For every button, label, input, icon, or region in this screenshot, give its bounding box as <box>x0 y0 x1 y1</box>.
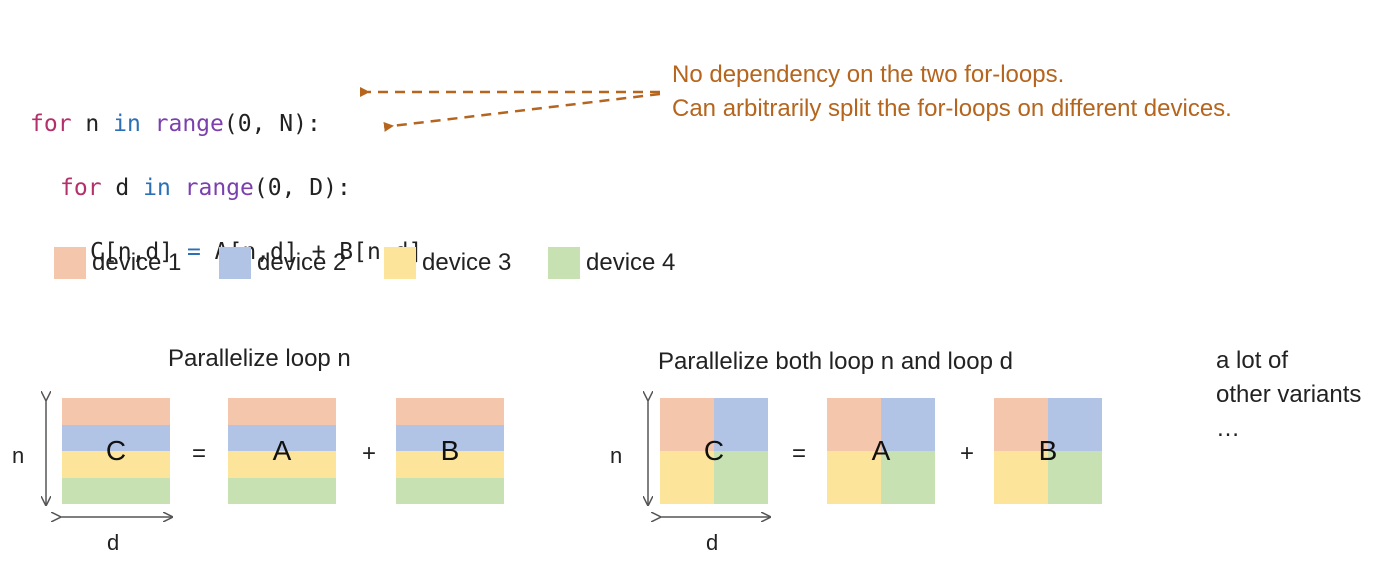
code-function: range <box>170 175 254 201</box>
keyword-for: for <box>30 111 72 137</box>
code-function: range <box>140 111 224 137</box>
note-line-2: Can arbitrarily split the for-loops on d… <box>672 95 1232 122</box>
code-line-2: for d in range(0, D): <box>30 172 422 204</box>
row-device-4 <box>62 477 170 504</box>
note-text: No dependency on the two for-loops. Can … <box>672 58 1232 126</box>
block-device-2 <box>714 398 768 451</box>
legend-swatch <box>54 247 86 279</box>
block-device-1 <box>827 398 881 451</box>
block-device-4 <box>714 451 768 504</box>
legend-label: device 1 <box>92 249 182 276</box>
legend-swatch <box>384 247 416 279</box>
keyword-in: in <box>143 175 171 201</box>
legend-swatch <box>219 247 251 279</box>
block-device-2 <box>1048 398 1102 451</box>
left-d-label: d <box>107 530 120 555</box>
block-device-3 <box>827 451 881 504</box>
right-matrix-a: A <box>827 398 935 504</box>
code-args: (0, N): <box>223 111 321 137</box>
block-device-4 <box>881 451 935 504</box>
keyword-for: for <box>60 175 102 201</box>
right-n-label: n <box>610 443 623 468</box>
code-var: n <box>71 111 114 137</box>
legend-label: device 3 <box>422 249 512 276</box>
code-lhs: C[n,d] <box>90 239 187 265</box>
matrix-label-c: C <box>105 435 127 466</box>
matrix-label-a: A <box>871 435 891 466</box>
block-device-3 <box>994 451 1048 504</box>
left-matrix-a: A <box>228 398 336 504</box>
row-device-2 <box>62 424 170 451</box>
block-device-1 <box>994 398 1048 451</box>
block-device-2 <box>881 398 935 451</box>
right-matrix-c: C <box>660 398 768 504</box>
legend-device-3: device 3 <box>384 247 511 279</box>
left-panel-title: Parallelize loop n <box>168 345 351 372</box>
variants-ellipsis: … <box>1216 415 1240 442</box>
note-line-1: No dependency on the two for-loops. <box>672 61 1065 88</box>
row-device-2 <box>396 424 504 451</box>
matrix-label-b: B <box>440 435 460 466</box>
right-panel-title: Parallelize both loop n and loop d <box>658 348 1013 375</box>
keyword-in: in <box>113 111 141 137</box>
row-device-1 <box>228 398 336 425</box>
matrix-label-a: A <box>272 435 292 466</box>
code-args: (0, D): <box>253 175 351 201</box>
code-var: d <box>101 175 144 201</box>
block-device-3 <box>660 451 714 504</box>
left-plus-sign: + <box>362 440 377 467</box>
row-device-4 <box>396 477 504 504</box>
matrix-label-b: B <box>1038 435 1058 466</box>
other-variants-note: a lot of other variants … <box>1216 344 1361 446</box>
row-device-3 <box>228 451 336 478</box>
row-device-3 <box>396 451 504 478</box>
row-device-3 <box>62 451 170 478</box>
legend-swatch <box>548 247 580 279</box>
row-device-2 <box>228 424 336 451</box>
block-device-1 <box>660 398 714 451</box>
block-device-4 <box>1048 451 1102 504</box>
left-equals-sign: = <box>192 440 207 467</box>
variants-line-2: other variants <box>1216 381 1362 408</box>
matrix-label-c: C <box>703 435 725 466</box>
legend-label: device 2 <box>257 249 347 276</box>
right-equals-sign: = <box>792 440 807 467</box>
left-matrix-b: B <box>396 398 504 504</box>
row-device-4 <box>228 477 336 504</box>
row-device-1 <box>62 398 170 425</box>
left-n-label: n <box>12 443 25 468</box>
code-equals: = <box>186 239 201 265</box>
right-plus-sign: + <box>960 440 975 467</box>
legend-device-4: device 4 <box>548 247 675 279</box>
right-d-label: d <box>706 530 719 555</box>
legend-device-2: device 2 <box>219 247 346 279</box>
legend-device-1: device 1 <box>54 247 181 279</box>
row-device-1 <box>396 398 504 425</box>
arrow-to-loop-d <box>383 92 661 132</box>
variants-line-1: a lot of <box>1216 347 1289 374</box>
right-matrix-b: B <box>994 398 1102 504</box>
code-line-1: for n in range(0, N): <box>30 108 422 140</box>
legend-label: device 4 <box>586 249 676 276</box>
left-matrix-c: C <box>62 398 170 504</box>
